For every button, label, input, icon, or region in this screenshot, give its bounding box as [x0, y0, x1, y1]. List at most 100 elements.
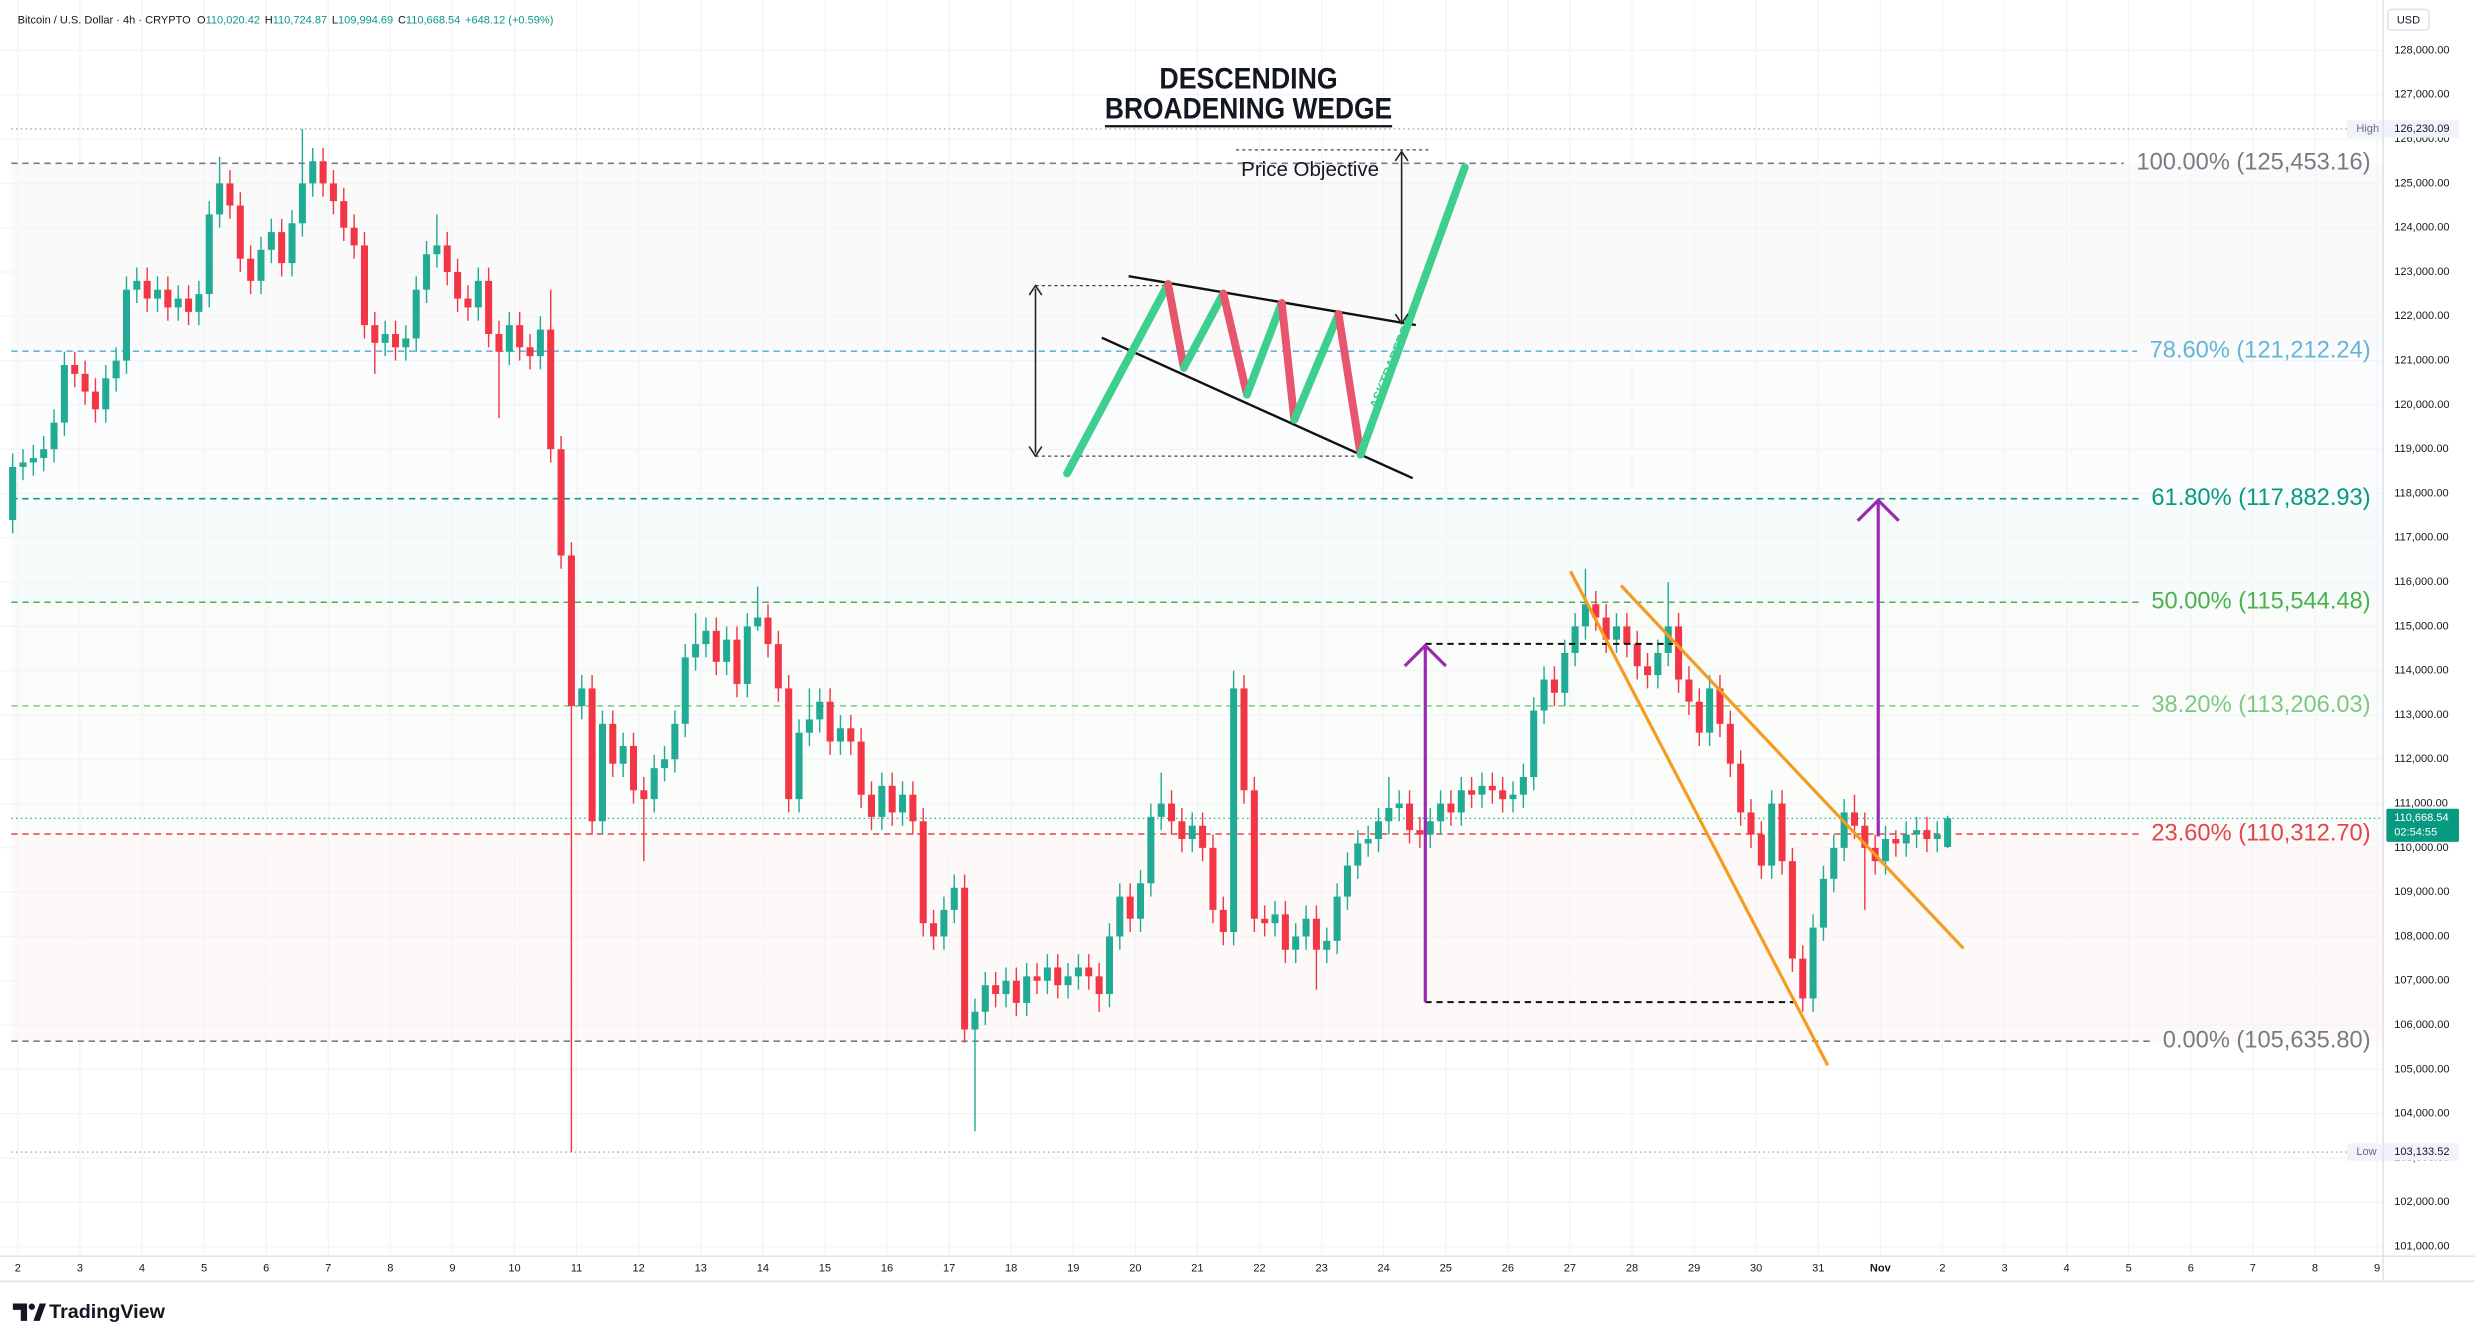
candle-body	[1757, 834, 1765, 866]
candle-body	[847, 728, 855, 742]
ohlc-value: 110,668.54	[406, 14, 460, 26]
candle-body	[1074, 967, 1082, 977]
extreme-tag: High	[2356, 123, 2379, 135]
candle-body	[71, 365, 79, 374]
y-tick-label: 116,000.00	[2394, 576, 2448, 588]
fib-label: 0.00% (105,635.80)	[2163, 1027, 2371, 1053]
candle-body	[629, 745, 638, 791]
brand-logo: TradingView	[12, 1301, 166, 1323]
y-tick-label: 128,000.00	[2394, 44, 2449, 56]
fib-label: 61.80% (117,882.93)	[2151, 485, 2370, 511]
candle-body	[60, 365, 68, 423]
candle-body	[485, 280, 493, 335]
candle-body	[1292, 936, 1300, 950]
candle-body	[785, 688, 793, 800]
candle-body	[567, 555, 575, 707]
candle-body	[816, 701, 824, 720]
x-tick-label: 7	[2250, 1263, 2256, 1275]
candle-body	[836, 728, 844, 742]
candle-body	[1644, 666, 1652, 676]
x-tick-label: 20	[1129, 1263, 1141, 1275]
candle-body	[329, 183, 337, 202]
y-tick-label: 114,000.00	[2394, 665, 2448, 677]
candle-body	[1468, 790, 1476, 795]
candle-body	[1913, 830, 1921, 835]
x-tick-label: Nov	[1870, 1263, 1892, 1275]
y-tick-label: 123,000.00	[2394, 266, 2449, 278]
candle-body	[547, 329, 555, 450]
candles	[9, 128, 1952, 1153]
candle-body	[909, 794, 917, 822]
x-tick-label: 15	[819, 1263, 831, 1275]
candle-body	[1819, 878, 1827, 928]
zigzag-up	[1063, 280, 1173, 478]
candle-body	[112, 360, 120, 379]
y-tick-label: 109,000.00	[2394, 886, 2449, 898]
fib-label: 38.20% (113,206.03)	[2151, 692, 2370, 718]
candle-body	[1447, 803, 1455, 813]
candle-body	[992, 985, 1000, 995]
y-tick-label: 112,000.00	[2394, 753, 2448, 765]
wedge-line	[1569, 570, 1830, 1066]
fib-label: 50.00% (115,544.48)	[2151, 589, 2370, 615]
candle-body	[1509, 794, 1517, 800]
ohlc-key: C	[398, 14, 406, 26]
candle-body	[516, 325, 524, 348]
wedge-illustration: Price Objective ASKTRADERS DESCENDING BR…	[1028, 62, 1469, 480]
candle-body	[1219, 909, 1227, 933]
candle-body	[102, 378, 110, 410]
candle-body	[1478, 785, 1486, 795]
candle-body	[1923, 830, 1931, 840]
x-tick-label: 26	[1502, 1263, 1514, 1275]
fib-label: 78.60% (121,212.24)	[2150, 337, 2371, 363]
extreme-tag-box	[2346, 120, 2459, 138]
candle-body	[350, 227, 358, 246]
candle-body	[1033, 976, 1041, 981]
candle-body	[381, 334, 389, 343]
x-tick-label: 28	[1626, 1263, 1638, 1275]
candle-body	[1768, 803, 1776, 866]
candle-body	[1250, 790, 1258, 919]
candle-body	[1840, 812, 1848, 848]
ohlc-value: 110,724.87	[273, 14, 327, 26]
extreme-tag: Low	[2356, 1146, 2376, 1158]
pattern-title: DESCENDING	[1159, 62, 1337, 95]
x-tick-label: 3	[77, 1263, 83, 1275]
y-tick-label: 110,000.00	[2394, 842, 2448, 854]
candle-body	[578, 688, 586, 707]
candle-body	[236, 205, 244, 259]
candle-body	[1437, 803, 1445, 822]
candle-body	[391, 334, 400, 348]
candle-body	[1675, 626, 1683, 680]
last-price-label: 110,668.54	[2394, 812, 2448, 824]
x-tick-label: 18	[1005, 1263, 1017, 1275]
legend-header: Bitcoin / U.S. Dollar · 4h · CRYPTO O110,…	[18, 14, 554, 26]
candle-body	[878, 785, 886, 817]
zigzag-down	[1219, 289, 1251, 399]
candle-body	[1571, 626, 1579, 653]
candle-body	[1416, 830, 1424, 835]
candle-body	[609, 723, 617, 764]
candle-body	[1364, 839, 1372, 844]
y-tick-label: 120,000.00	[2394, 399, 2449, 411]
candle-body	[1882, 839, 1890, 862]
candle-body	[1043, 967, 1051, 981]
candle-body	[1333, 896, 1341, 941]
candle-body	[1850, 812, 1859, 826]
x-tick-label: 12	[633, 1263, 645, 1275]
measure-arrow-head	[1403, 643, 1447, 668]
candle-body	[961, 887, 969, 1030]
candle-body	[671, 723, 679, 760]
candle-body	[1623, 626, 1631, 645]
candle-body	[164, 289, 172, 308]
change: +648.12 (+0.59%)	[465, 14, 553, 26]
candle-body	[1147, 816, 1155, 884]
candle-body	[1788, 861, 1796, 959]
candle-body	[226, 183, 234, 206]
x-tick-label: 2	[1939, 1263, 1945, 1275]
candle-body	[1581, 604, 1589, 627]
y-tick-label: 101,000.00	[2394, 1240, 2449, 1252]
x-tick-label: 9	[2374, 1263, 2380, 1275]
